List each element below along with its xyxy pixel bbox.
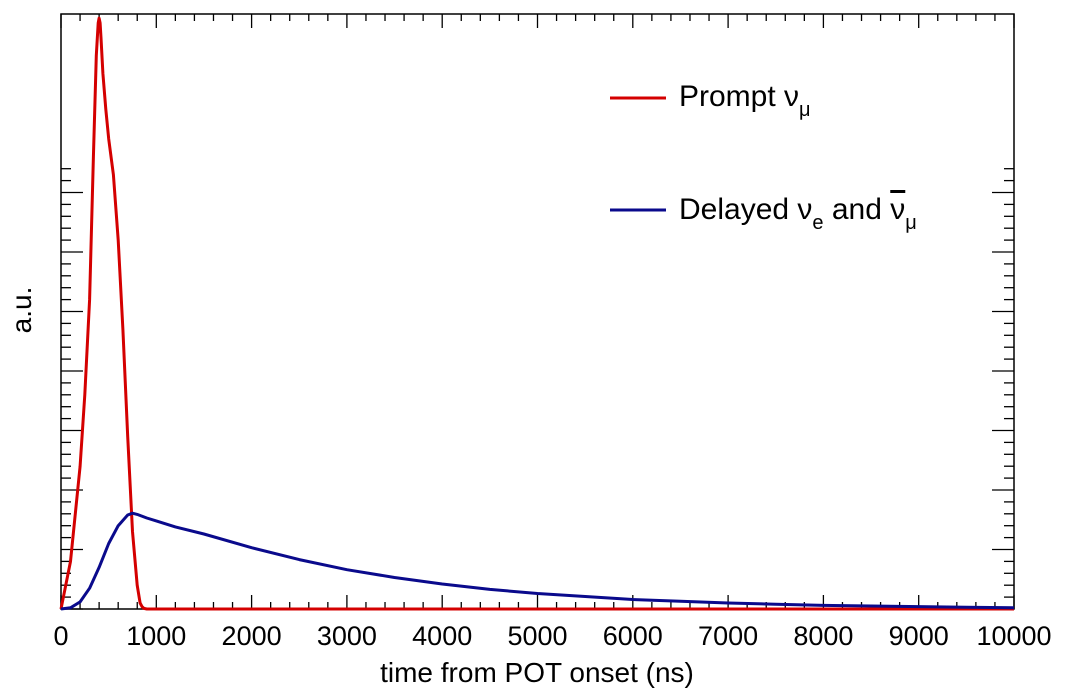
x-tick-label: 0: [53, 621, 68, 651]
x-tick-label: 3000: [317, 621, 377, 651]
x-tick-label: 7000: [698, 621, 758, 651]
x-axis-label: time from POT onset (ns): [380, 657, 694, 688]
legend-delayed-main: Delayed ν: [679, 193, 812, 226]
axis-ticks: [60, 14, 1015, 610]
legend-delayed-sub-e: e: [812, 212, 823, 234]
x-tick-label: 8000: [793, 621, 853, 651]
legend-entry-prompt: Prompt νμ: [679, 80, 811, 121]
legend-entry-delayed: Delayed νe and νμ: [679, 193, 917, 234]
x-tick-label: 1000: [126, 621, 186, 651]
x-tick-label: 10000: [976, 621, 1051, 651]
x-tick-labels: 0 1000 2000 3000 4000 5000 6000 7000 8000 9000 100…: [53, 621, 1051, 651]
x-tick-label: 6000: [603, 621, 663, 651]
x-tick-label: 5000: [507, 621, 567, 651]
legend-prompt-sub: μ: [799, 99, 811, 121]
plot-frame: [60, 13, 1015, 610]
legend-delayed-and: and: [824, 193, 891, 226]
series-line-1: [60, 511, 1015, 611]
legend-prompt-main: Prompt ν: [679, 80, 799, 113]
y-axis-label: a.u.: [6, 287, 37, 334]
x-tick-label: 9000: [889, 621, 949, 651]
legend-delayed-nubar: ν: [890, 193, 905, 226]
x-tick-label: 4000: [412, 621, 472, 651]
legend: Prompt νμ Delayed νe and νμ: [610, 80, 917, 234]
series-lines: [59, 16, 1015, 611]
legend-delayed-sub-mu: μ: [905, 212, 917, 234]
x-tick-label: 2000: [222, 621, 282, 651]
series-line-0: [59, 16, 1014, 611]
